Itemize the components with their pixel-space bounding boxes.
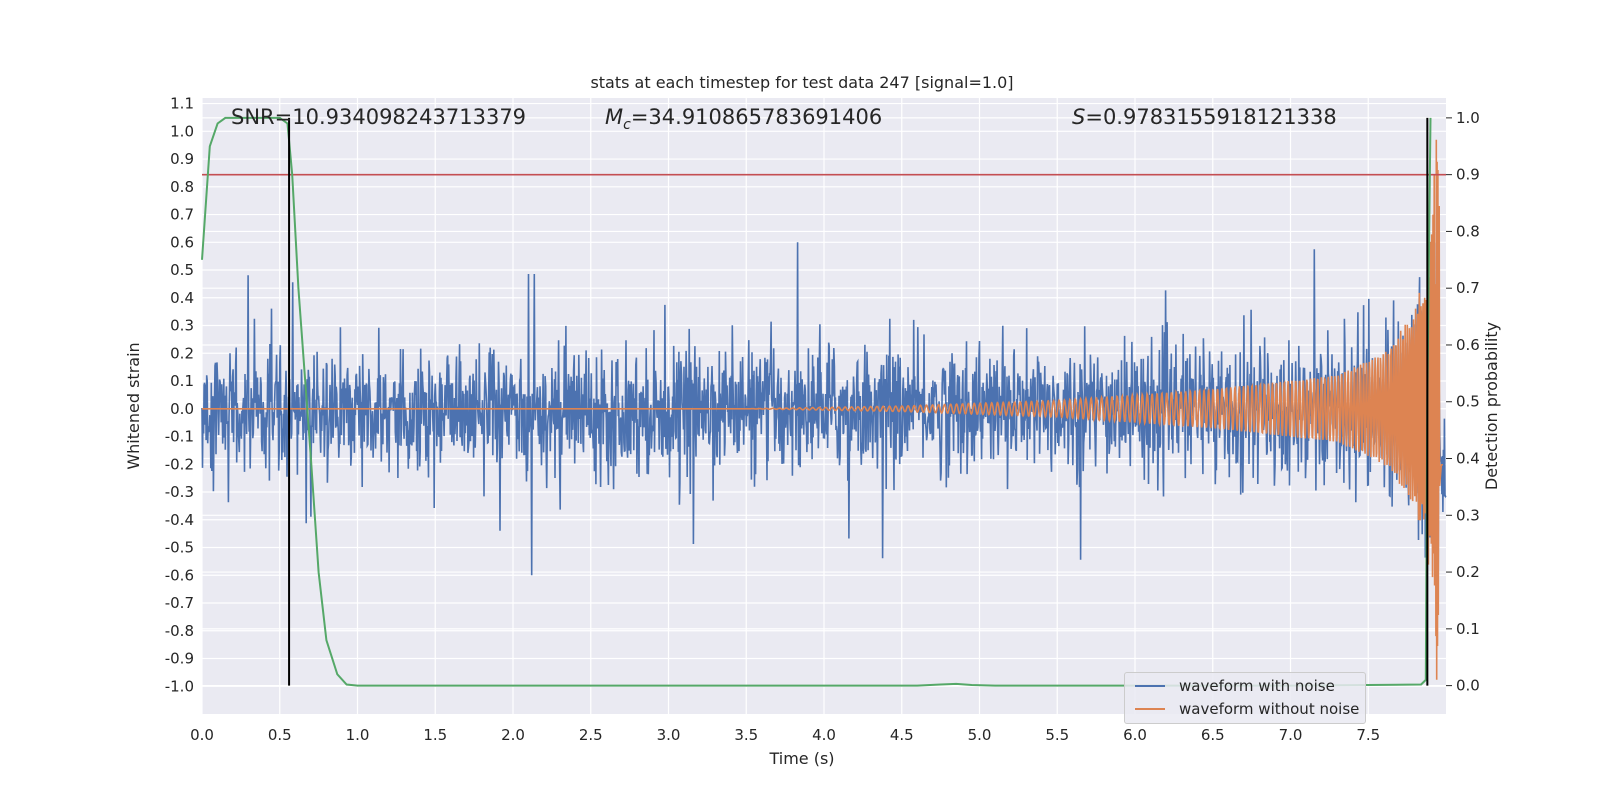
right-y-tick-label: 0.3 <box>1456 506 1480 524</box>
legend-label-with-noise: waveform with noise <box>1179 677 1335 695</box>
right-y-tick-label: 0.1 <box>1456 620 1480 638</box>
x-tick-label: 0.5 <box>268 726 292 744</box>
y-tick-label: 0.2 <box>170 344 194 362</box>
right-y-tick-label: 0.7 <box>1456 279 1480 297</box>
x-tick-label: 6.5 <box>1201 726 1225 744</box>
chirp-mass-annotation: Mc=34.910865783691406 <box>605 105 882 133</box>
x-tick-label: 4.5 <box>890 726 914 744</box>
x-tick-label: 1.0 <box>346 726 370 744</box>
right-y-axis-label: Detection probability <box>1482 322 1501 490</box>
right-y-tick-label: 0.4 <box>1456 450 1480 468</box>
right-y-tick-label: 0.6 <box>1456 336 1480 354</box>
y-tick-label: -0.9 <box>165 650 194 668</box>
right-y-tick-label: 0.5 <box>1456 393 1480 411</box>
y-tick-label: 0.7 <box>170 206 194 224</box>
chirp-mass-value: =34.910865783691406 <box>631 105 882 129</box>
chirp-mass-subscript: c <box>623 117 631 133</box>
y-tick-label: 0.6 <box>170 233 194 251</box>
y-tick-label: 0.8 <box>170 178 194 196</box>
x-tick-label: 4.0 <box>812 726 836 744</box>
y-tick-label: -0.2 <box>165 455 194 473</box>
series-line-detection-probability <box>201 116 1432 687</box>
s-symbol: S <box>1072 105 1085 129</box>
right-y-tick-label: 0.2 <box>1456 563 1480 581</box>
y-tick-label: 1.1 <box>170 95 194 113</box>
y-tick-label: -0.5 <box>165 539 194 557</box>
y-tick-label: -0.3 <box>165 483 194 501</box>
s-value: =0.9783155918121338 <box>1085 105 1336 129</box>
x-tick-label: 1.5 <box>423 726 447 744</box>
x-tick-label: 0.0 <box>190 726 214 744</box>
right-y-tick-label: 0.8 <box>1456 222 1480 240</box>
x-tick-label: 6.0 <box>1123 726 1147 744</box>
x-tick-label: 3.5 <box>734 726 758 744</box>
y-tick-label: -0.1 <box>165 428 194 446</box>
legend-label-without-noise: waveform without noise <box>1179 700 1360 718</box>
y-axis-label: Whitened strain <box>124 342 143 469</box>
legend-swatch-with-noise <box>1135 685 1165 687</box>
chart-title: stats at each timestep for test data 247… <box>590 73 1013 92</box>
y-tick-label: -0.8 <box>165 622 194 640</box>
chirp-mass-symbol: M <box>605 105 623 129</box>
legend-item-without-noise: waveform without noise <box>1135 698 1359 720</box>
y-tick-label: -0.7 <box>165 594 194 612</box>
y-tick-label: 0.4 <box>170 289 194 307</box>
y-tick-label: -1.0 <box>165 677 194 695</box>
y-tick-label: 0.5 <box>170 261 194 279</box>
y-tick-label: 0.0 <box>170 400 194 418</box>
y-tick-label: 0.3 <box>170 317 194 335</box>
legend-item-with-noise: waveform with noise <box>1135 675 1335 697</box>
x-tick-label: 5.0 <box>968 726 992 744</box>
y-tick-label: -0.4 <box>165 511 194 529</box>
x-tick-label: 3.0 <box>657 726 681 744</box>
legend-swatch-without-noise <box>1135 708 1165 710</box>
x-tick-label: 2.5 <box>579 726 603 744</box>
y-tick-label: 0.9 <box>170 150 194 168</box>
x-tick-label: 7.5 <box>1356 726 1380 744</box>
series-line-waveform-without-noise <box>202 139 1443 680</box>
snr-annotation: SNR=10.934098243713379 <box>231 105 526 129</box>
right-y-tick-label: 0.9 <box>1456 166 1480 184</box>
s-annotation: S=0.9783155918121338 <box>1072 105 1337 129</box>
x-tick-label: 5.5 <box>1045 726 1069 744</box>
right-y-tick-label: 0.0 <box>1456 677 1480 695</box>
legend: waveform with noise waveform without noi… <box>1124 672 1366 724</box>
x-axis-label: Time (s) <box>768 749 834 768</box>
x-tick-label: 2.0 <box>501 726 525 744</box>
right-y-tick-label: 1.0 <box>1456 109 1480 127</box>
y-tick-label: 1.0 <box>170 122 194 140</box>
y-tick-label: -0.6 <box>165 566 194 584</box>
y-tick-label: 0.1 <box>170 372 194 390</box>
x-tick-label: 7.0 <box>1279 726 1303 744</box>
